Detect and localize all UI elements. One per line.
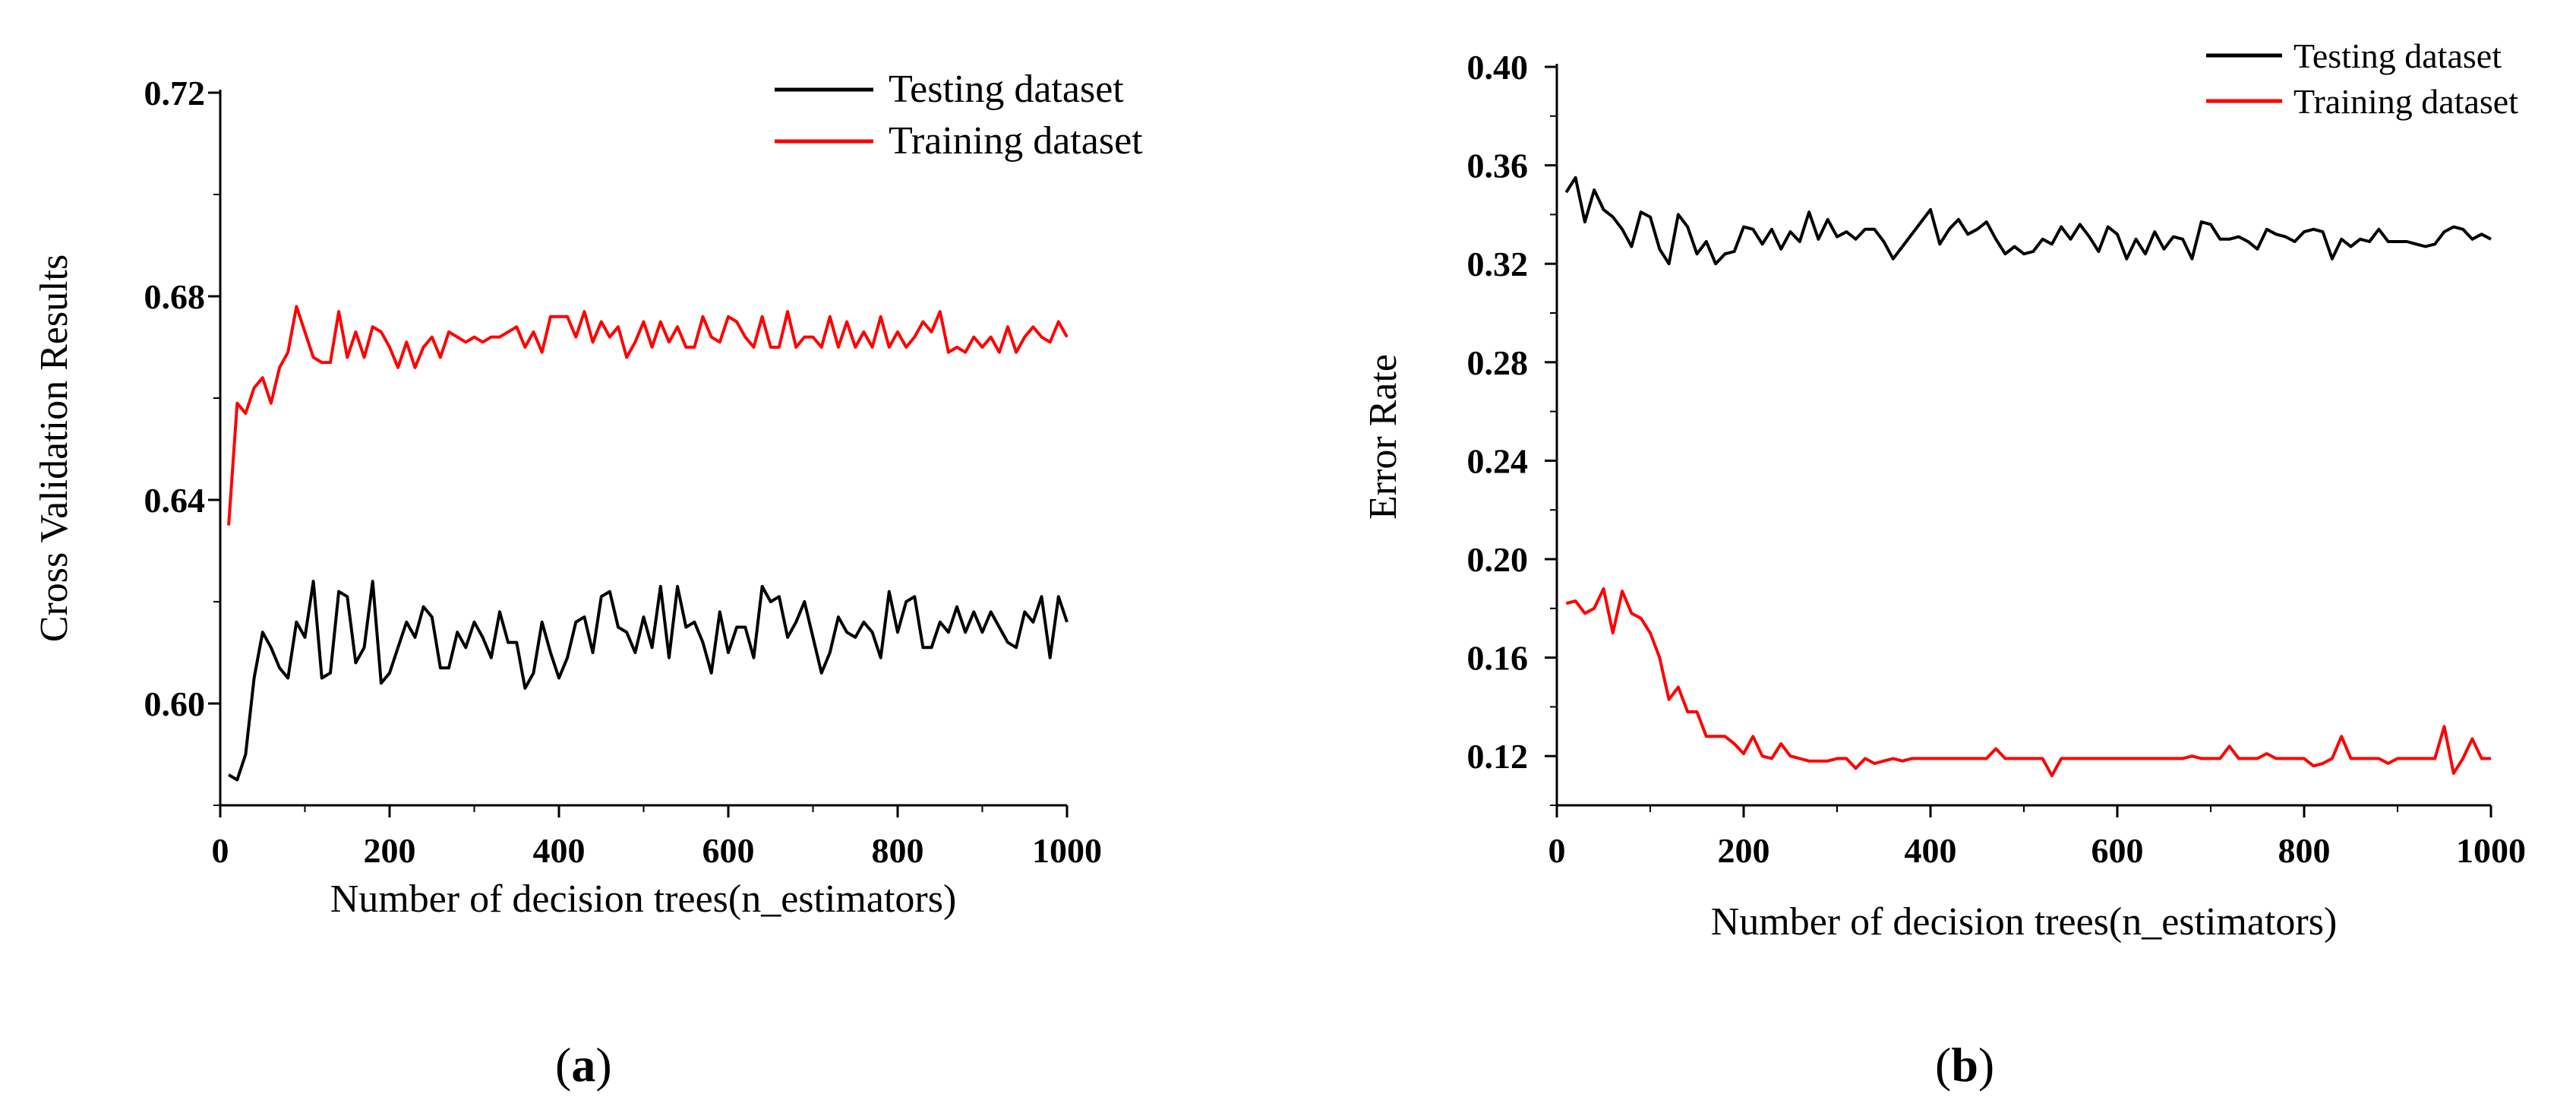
x-tick-label: 600 — [2091, 831, 2144, 870]
series-line-testing — [1564, 175, 2492, 266]
legend-label: Training dataset — [2293, 82, 2518, 121]
legend-label: Testing dataset — [2293, 36, 2502, 75]
x-tick-label: 600 — [702, 831, 755, 870]
series-line-testing — [228, 580, 1069, 782]
panel-label-a: (a) — [555, 1038, 612, 1092]
y-tick-label: 0.72 — [144, 74, 206, 112]
x-tick-label: 200 — [1718, 831, 1770, 870]
x-tick-label: 800 — [872, 831, 924, 870]
x-tick-label: 0 — [212, 831, 229, 870]
legend-label: Training dataset — [889, 119, 1143, 163]
y-tick-label: 0.20 — [1467, 540, 1529, 579]
x-tick-label: 400 — [533, 831, 586, 870]
x-tick-label: 1000 — [2456, 831, 2526, 870]
y-axis-label: Error Rate — [1362, 354, 1405, 520]
x-axis-label: Number of decision trees(n_estimators) — [1711, 900, 2338, 944]
x-axis-label: Number of decision trees(n_estimators) — [330, 877, 957, 921]
legend-label: Testing dataset — [889, 68, 1124, 111]
x-tick-label: 200 — [364, 831, 416, 870]
y-tick-label: 0.12 — [1467, 737, 1529, 776]
x-tick-label: 400 — [1905, 831, 1957, 870]
x-tick-label: 800 — [2278, 831, 2331, 870]
y-axis-label: Cross Validation Results — [33, 255, 76, 642]
y-tick-label: 0.32 — [1467, 245, 1529, 283]
x-tick-label: 1000 — [1032, 831, 1102, 870]
y-tick-label: 0.36 — [1467, 147, 1529, 185]
chart-b: 0.12 0.16 0.20 0.24 0.28 0.32 0.36 0.40 0 200 400 6… — [1362, 36, 2526, 944]
y-tick-label: 0.24 — [1467, 441, 1529, 480]
y-tick-label: 0.40 — [1467, 48, 1529, 87]
y-tick-label: 0.28 — [1467, 343, 1529, 382]
chart-a: 0.60 0.64 0.68 0.72 0 200 400 600 800 1000 Number … — [33, 68, 1143, 921]
y-tick-label: 0.64 — [144, 481, 206, 520]
series-line-training — [1565, 587, 2491, 778]
y-tick-label: 0.60 — [144, 685, 206, 723]
y-tick-label: 0.16 — [1467, 639, 1529, 678]
series-line-training — [227, 305, 1069, 526]
y-tick-label: 0.68 — [144, 277, 206, 316]
panel-label-b: (b) — [1935, 1038, 1995, 1092]
x-tick-label: 0 — [1548, 831, 1566, 870]
